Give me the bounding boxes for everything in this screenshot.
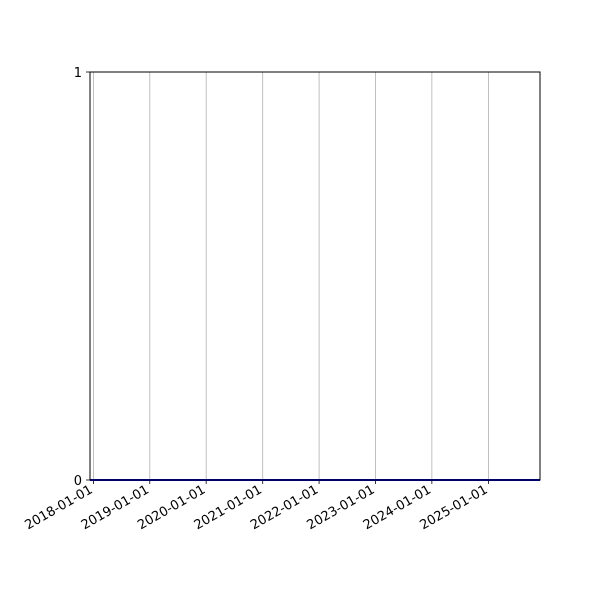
- y-tick-label: 0: [74, 474, 82, 489]
- axes-frame: [89, 71, 541, 481]
- y-tick-label: 1: [74, 66, 82, 81]
- plot-area: [90, 72, 540, 480]
